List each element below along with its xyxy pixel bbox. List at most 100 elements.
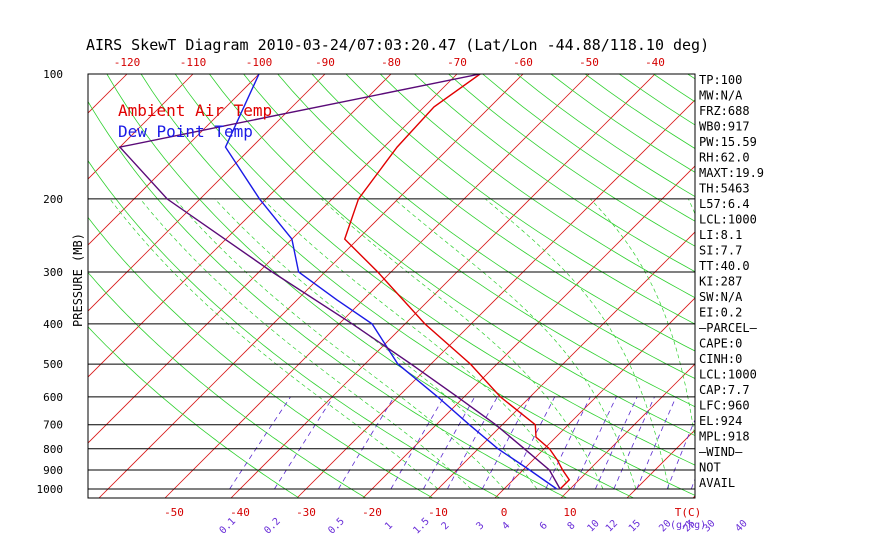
isotherm-line <box>88 74 194 180</box>
mixing-ratio-line <box>613 396 655 490</box>
pressure-tick-label: 1000 <box>37 483 64 496</box>
dry-adiabat-line <box>140 74 695 496</box>
pressure-tick-label: 800 <box>43 443 63 456</box>
mixing-ratio-tick-label: 15 <box>627 518 643 534</box>
mixing-ratio-tick-label: 1 <box>383 520 395 532</box>
y-axis-label: PRESSURE (MB) <box>71 233 85 327</box>
index-label: EI:0.2 <box>699 306 742 320</box>
plot-frame <box>87 73 696 499</box>
index-label: MAXT:19.9 <box>699 166 764 180</box>
legend-ambient-air-temp: Ambient Air Temp <box>118 101 272 120</box>
legend-dew-point-temp: Dew Point Temp <box>118 122 253 141</box>
pressure-tick-label: 300 <box>43 266 63 279</box>
dry-adiabat-line <box>243 74 695 408</box>
index-label: MW:N/A <box>699 89 743 103</box>
index-label: NOT <box>699 461 721 475</box>
dry-adiabat-line <box>88 326 300 498</box>
moist-adiabat-line <box>484 198 670 490</box>
dry-adiabat-line <box>413 74 695 273</box>
pressure-tick-label: 400 <box>43 318 63 331</box>
index-label: LCL:1000 <box>699 213 757 227</box>
dry-adiabat-line <box>345 74 695 325</box>
dry-adiabat-line <box>88 271 367 498</box>
mixing-ratio-tick-label: 3 <box>475 520 487 532</box>
bottom-temp-tick-label: -30 <box>296 506 316 519</box>
mixing-ratio-line <box>636 396 677 490</box>
moist-adiabat-line <box>109 198 439 490</box>
dry-adiabat-line <box>686 74 695 80</box>
dry-adiabat-line <box>379 74 695 299</box>
mixing-ratio-line <box>666 418 695 490</box>
top-temp-tick-label: -100 <box>246 56 273 69</box>
mixing-ratio-line <box>595 396 638 490</box>
profiles <box>118 74 571 490</box>
pressure-tick-label: 700 <box>43 419 63 432</box>
chart-title: AIRS SkewT Diagram 2010-03-24/07:03:20.4… <box>86 36 709 54</box>
top-temp-tick-label: -90 <box>315 56 335 69</box>
mixing-ratio-line <box>274 396 334 490</box>
mixing-ratio-tick-label: 8 <box>566 520 578 532</box>
dry-adiabat-line <box>482 74 695 222</box>
index-label: TP:100 <box>699 73 742 87</box>
isotherm-line <box>88 74 260 246</box>
bottom-temp-tick-label: 0 <box>501 506 508 519</box>
index-label: LFC:960 <box>699 399 750 413</box>
isotherm-line <box>164 74 590 498</box>
isotherm-line <box>98 74 524 498</box>
mixing-ratio-tick-label: 6 <box>538 520 550 532</box>
dry-adiabat-line <box>88 160 501 498</box>
dry-adiabat-line <box>823 34 870 506</box>
top-temp-tick-label: -120 <box>114 56 141 69</box>
dry-adiabat-line <box>88 100 568 498</box>
index-label: —PARCEL— <box>699 321 758 335</box>
index-label: LCL:1000 <box>699 368 757 382</box>
top-temp-tick-label: -40 <box>645 56 665 69</box>
isotherm-line <box>88 74 392 378</box>
index-label: WB0:917 <box>699 120 750 134</box>
index-label: LI:8.1 <box>699 228 742 242</box>
index-label: MPL:918 <box>699 430 750 444</box>
dry-adiabat-line <box>174 74 695 466</box>
mixing-ratio-tick-label: 10 <box>585 518 601 534</box>
mixing-ratio-line <box>423 396 476 490</box>
index-label: —WIND— <box>699 445 743 459</box>
dry-adiabat-line <box>277 74 695 380</box>
dry-adiabat-line <box>855 34 870 506</box>
mixing-ratio-tick-label: 40 <box>733 518 749 534</box>
top-temp-tick-label: -60 <box>513 56 533 69</box>
dry-adiabat-line <box>106 74 635 498</box>
index-label: EL:924 <box>699 414 742 428</box>
pressure-tick-label: 200 <box>43 193 63 206</box>
moist-adiabat-line <box>140 198 472 490</box>
index-label: TH:5463 <box>699 182 750 196</box>
mixing-ratio-tick-label: 0.5 <box>326 516 347 537</box>
index-label: AVAIL <box>699 476 735 490</box>
index-label: PW:15.59 <box>699 135 757 149</box>
isotherm-line <box>494 297 695 498</box>
dry-adiabat-line <box>88 216 434 498</box>
isotherm-line <box>560 363 695 498</box>
top-temp-tick-label: -70 <box>447 56 467 69</box>
moist-adiabat-line <box>590 198 695 441</box>
mixing-ratio-line <box>545 396 591 490</box>
index-label: CAP:7.7 <box>699 383 750 397</box>
bottom-temp-tick-label: -20 <box>362 506 382 519</box>
dry-adiabat-line <box>208 74 695 437</box>
index-label: KI:287 <box>699 275 742 289</box>
top-temp-tick-label: -50 <box>579 56 599 69</box>
dewpoint-profile <box>224 74 558 490</box>
legend: Ambient Air Temp Dew Point Temp <box>118 101 272 141</box>
bottom-temp-tick-label: -10 <box>428 506 448 519</box>
isotherm-line <box>751 34 870 506</box>
mixing-ratio-tick-label: 2 <box>440 520 452 532</box>
top-temp-tick-label: -80 <box>381 56 401 69</box>
mixing-ratio-line <box>447 396 498 490</box>
parcel-profile <box>118 74 561 490</box>
moist-adiabat-line <box>765 199 770 489</box>
isotherm-line <box>88 74 458 444</box>
pressure-tick-label: 900 <box>43 464 63 477</box>
index-label: RH:62.0 <box>699 151 750 165</box>
bottom-temp-tick-label: 10 <box>563 506 576 519</box>
isotherm-line <box>817 34 870 506</box>
